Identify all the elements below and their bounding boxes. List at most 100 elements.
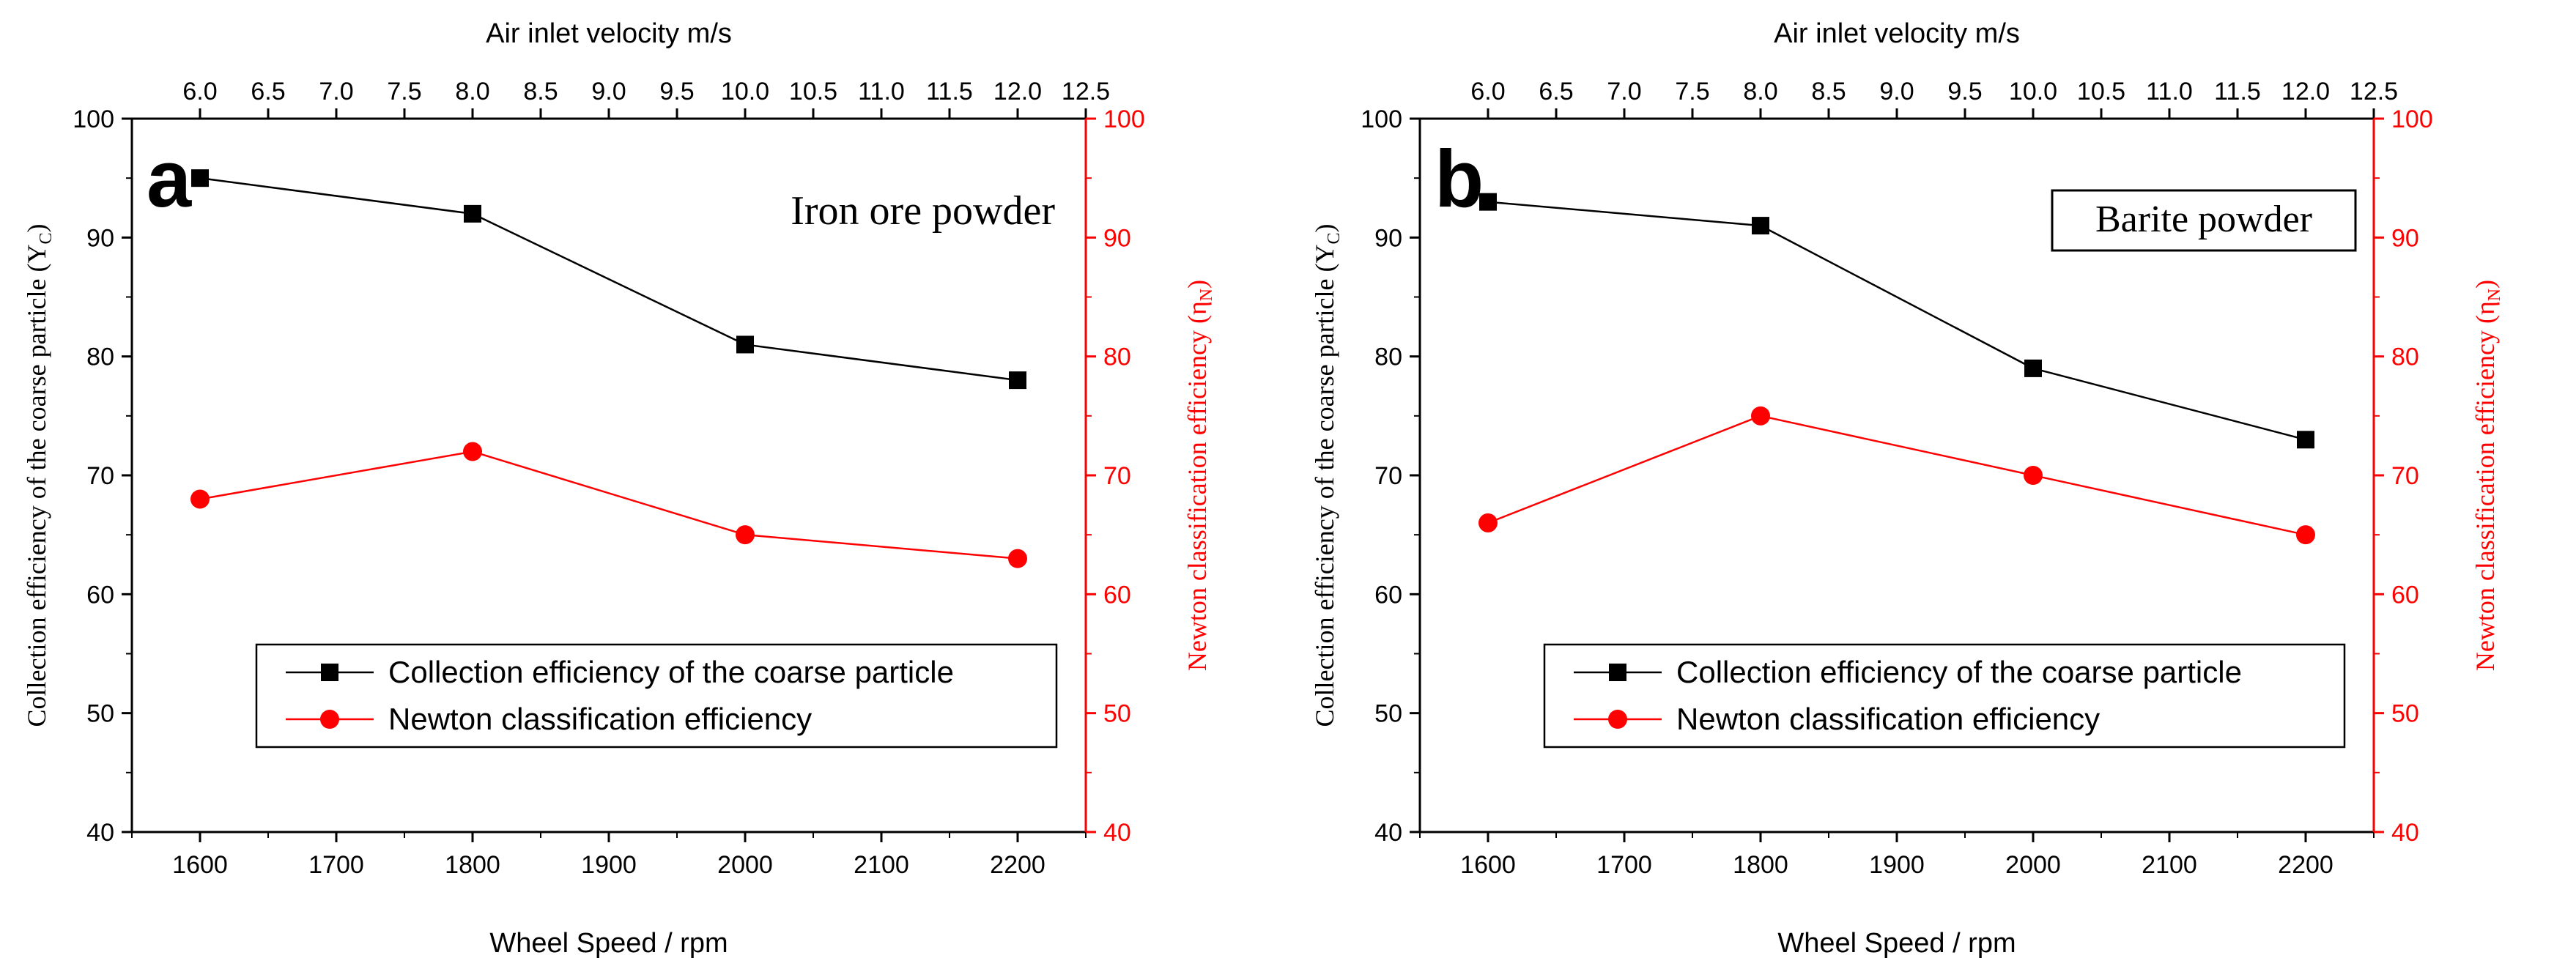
collection-efficiency-point [464, 204, 481, 223]
chart-b-svg: 1600 1700 1800 1900 2000 2100 2200 6.0 6.5 7.0 7.5… [1310, 18, 2504, 958]
top-tick-label: 6.5 [1539, 78, 1573, 105]
legend-marker-square [1609, 664, 1626, 681]
top-tick-label: 6.0 [1470, 78, 1505, 105]
top-tick-label: 9.5 [659, 78, 694, 105]
newton-efficiency-point [190, 489, 210, 509]
y-left-tick-label: 40 [86, 819, 114, 847]
newton-efficiency-point [1008, 549, 1027, 568]
y-left-tick-label: 50 [1374, 700, 1402, 728]
top-tick-label: 8.5 [1811, 78, 1846, 105]
x-tick-label: 2200 [2278, 851, 2333, 879]
legend-label: Newton classification efficiency [388, 702, 812, 736]
y-right-tick-label: 70 [1103, 462, 1131, 490]
top-axis-title: Air inlet velocity m/s [1774, 18, 2020, 49]
y-right-tick-label: 80 [2391, 344, 2419, 371]
top-tick-label: 10.0 [2009, 78, 2057, 105]
chart-a-svg: 1600 1700 1800 1900 2000 2100 2200 6.0 6.5 7.0 7.5… [22, 18, 1216, 958]
top-tick-label: 12.5 [1062, 78, 1110, 105]
collection-efficiency-point [1009, 371, 1026, 390]
newton-efficiency-point [463, 442, 482, 461]
top-tick-label: 6.5 [251, 78, 285, 105]
top-tick-label: 9.0 [591, 78, 626, 105]
y-left-tick-label: 50 [86, 700, 114, 728]
legend-marker-circle [1608, 710, 1627, 729]
y-right-tick-label: 100 [1103, 105, 1145, 133]
annotation-box [2051, 189, 2357, 252]
x-tick-label: 1600 [1460, 851, 1516, 879]
y-right-tick-label: 90 [1103, 224, 1131, 252]
top-tick-label: 11.0 [2146, 78, 2193, 105]
top-tick-label: 6.0 [182, 78, 217, 105]
annotation-text: Iron ore powder [791, 188, 1055, 234]
y-right-title: Newton classification efficiency (ηN) [2470, 280, 2504, 671]
legend-label: Collection efficiency of the coarse part… [1676, 655, 2242, 689]
collection-efficiency-point [736, 335, 754, 354]
top-axis-title: Air inlet velocity m/s [486, 18, 732, 49]
newton-efficiency-point [1478, 513, 1498, 532]
top-tick-label: 10.5 [2077, 78, 2125, 105]
legend-label: Collection efficiency of the coarse part… [388, 655, 954, 689]
top-tick-label: 7.0 [319, 78, 353, 105]
x-tick-label: 2200 [990, 851, 1045, 879]
legend-box [1543, 643, 2346, 749]
top-tick-label: 12.5 [2350, 78, 2398, 105]
panel-label: a [147, 134, 192, 224]
collection-efficiency-point [1752, 217, 1769, 235]
y-right-tick-label: 50 [2391, 700, 2419, 728]
chart-panel-a: 1600 1700 1800 1900 2000 2100 2200 6.0 6.5 7.0 7.5… [22, 18, 1216, 958]
x-tick-label: 2100 [2142, 851, 2197, 879]
collection-efficiency-point [2024, 359, 2042, 377]
x-tick-label: 2000 [717, 851, 773, 879]
x-tick-label: 1900 [581, 851, 637, 879]
y-right-tick-label: 50 [1103, 700, 1131, 728]
newton-efficiency-point [2024, 466, 2043, 485]
top-tick-label: 10.5 [789, 78, 837, 105]
x-axis-title: Wheel Speed / rpm [1777, 928, 2016, 958]
y-left-tick-label: 90 [86, 224, 114, 252]
top-tick-label: 8.0 [1743, 78, 1777, 105]
x-tick-label: 2000 [2005, 851, 2061, 879]
y-left-tick-label: 60 [1374, 581, 1402, 609]
x-tick-label: 1700 [308, 851, 364, 879]
x-tick-label: 1700 [1596, 851, 1652, 879]
y-left-tick-label: 70 [1374, 462, 1402, 490]
x-axis-title: Wheel Speed / rpm [489, 928, 728, 958]
top-tick-label: 12.0 [993, 78, 1042, 105]
y-left-tick-label: 70 [86, 462, 114, 490]
newton-efficiency-line [1487, 415, 2306, 536]
x-tick-label: 1800 [1733, 851, 1788, 879]
y-right-tick-label: 80 [1103, 344, 1131, 371]
legend-box [255, 643, 1058, 749]
newton-efficiency-point [1751, 406, 1770, 426]
top-tick-label: 11.5 [926, 78, 973, 105]
y-left-tick-label: 40 [1374, 819, 1402, 847]
top-tick-label: 10.0 [721, 78, 769, 105]
y-right-tick-label: 70 [2391, 462, 2419, 490]
y-left-title: Collection efficiency of the coarse part… [22, 223, 56, 727]
annotation-text: Barite powder [2095, 198, 2312, 240]
top-tick-label: 8.5 [523, 78, 558, 105]
y-left-tick-label: 90 [1374, 224, 1402, 252]
collection-efficiency-line [199, 177, 1018, 382]
y-left-tick-label: 60 [86, 581, 114, 609]
y-right-tick-label: 60 [1103, 581, 1131, 609]
top-tick-label: 11.5 [2214, 78, 2261, 105]
newton-efficiency-line [199, 450, 1018, 560]
top-tick-label: 12.0 [2281, 78, 2330, 105]
top-tick-label: 8.0 [455, 78, 489, 105]
top-tick-label: 7.5 [387, 78, 421, 105]
y-right-tick-label: 100 [2391, 105, 2433, 133]
y-right-tick-label: 40 [1103, 819, 1131, 847]
newton-efficiency-point [736, 525, 755, 545]
y-left-tick-label: 80 [1374, 344, 1402, 371]
collection-efficiency-point [191, 169, 209, 187]
top-tick-label: 9.5 [1947, 78, 1982, 105]
panel-label: b [1435, 134, 1484, 224]
x-tick-label: 2100 [854, 851, 909, 879]
x-tick-label: 1900 [1869, 851, 1925, 879]
x-tick-label: 1800 [445, 851, 500, 879]
legend-marker-square [321, 664, 338, 681]
legend-marker-circle [320, 710, 339, 729]
y-left-tick-label: 100 [1361, 105, 1402, 133]
collection-efficiency-point [1479, 193, 1497, 211]
